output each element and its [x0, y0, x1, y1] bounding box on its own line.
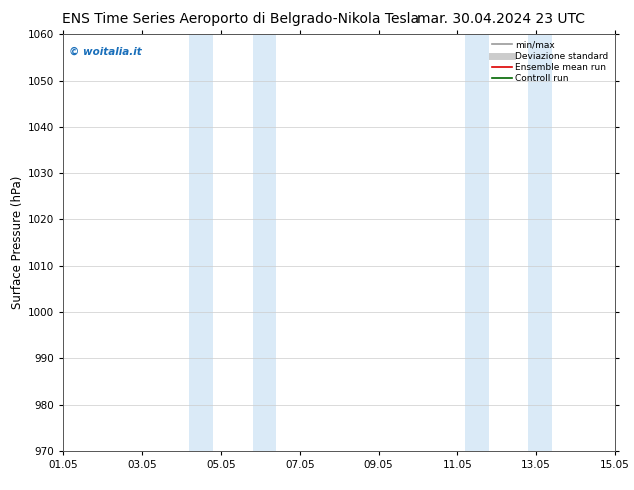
Legend: min/max, Deviazione standard, Ensemble mean run, Controll run: min/max, Deviazione standard, Ensemble m… — [489, 38, 611, 86]
Text: mar. 30.04.2024 23 UTC: mar. 30.04.2024 23 UTC — [417, 12, 585, 26]
Bar — [465, 34, 489, 451]
Bar — [190, 34, 213, 451]
Text: © woitalia.it: © woitalia.it — [69, 47, 141, 57]
Bar — [252, 34, 276, 451]
Y-axis label: Surface Pressure (hPa): Surface Pressure (hPa) — [11, 176, 24, 309]
Text: ENS Time Series Aeroporto di Belgrado-Nikola Tesla: ENS Time Series Aeroporto di Belgrado-Ni… — [62, 12, 420, 26]
Bar — [528, 34, 552, 451]
